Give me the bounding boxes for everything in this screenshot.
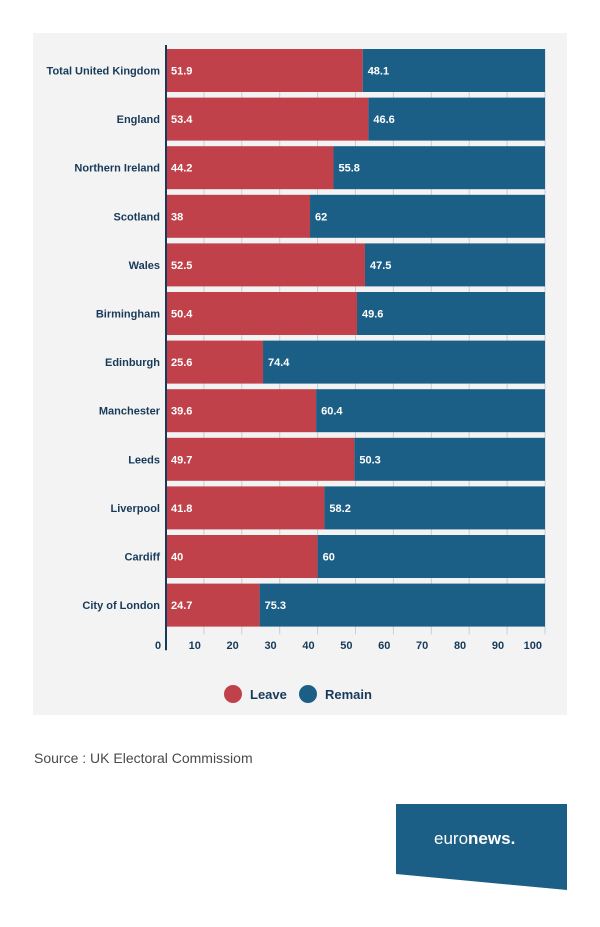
x-tick-label: 100 bbox=[524, 640, 542, 652]
data-label-leave: 38 bbox=[171, 211, 183, 223]
data-label-leave: 40 bbox=[171, 552, 183, 564]
data-label-remain: 49.6 bbox=[362, 309, 383, 321]
data-label-remain: 74.4 bbox=[268, 357, 290, 369]
x-tick-label: 60 bbox=[378, 640, 390, 652]
data-label-leave: 53.4 bbox=[171, 114, 193, 126]
bar-leave bbox=[166, 486, 325, 530]
bar-leave bbox=[166, 583, 260, 627]
data-label-leave: 49.7 bbox=[171, 454, 192, 466]
bar-remain bbox=[368, 97, 545, 141]
data-label-remain: 75.3 bbox=[265, 600, 286, 612]
bar-leave bbox=[166, 49, 363, 92]
data-label-remain: 48.1 bbox=[368, 66, 389, 78]
x-tick-label: 90 bbox=[492, 640, 504, 652]
category-label: Northern Ireland bbox=[74, 163, 160, 175]
logo-background bbox=[396, 804, 567, 890]
category-label: Total United Kingdom bbox=[47, 66, 161, 78]
category-label: City of London bbox=[82, 600, 160, 612]
data-label-leave: 50.4 bbox=[171, 309, 193, 321]
x-tick-label: 40 bbox=[302, 640, 314, 652]
bar-remain bbox=[354, 437, 545, 481]
bar-remain bbox=[324, 486, 545, 530]
legend-swatch-leave bbox=[224, 685, 242, 703]
category-label: Cardiff bbox=[125, 552, 161, 564]
data-label-remain: 60.4 bbox=[321, 406, 343, 418]
logo-text-euro: euro bbox=[434, 829, 468, 848]
data-label-remain: 55.8 bbox=[339, 163, 360, 175]
svg-text:euronews.: euronews. bbox=[434, 829, 515, 848]
data-label-remain: 60 bbox=[323, 552, 335, 564]
bar-leave bbox=[166, 535, 318, 578]
stacked-bar-chart: Total United Kingdom 51.9 48.1 England 53.4 4… bbox=[47, 45, 546, 703]
chart-panel: Total United Kingdom 51.9 48.1 England 53.4 4… bbox=[33, 33, 567, 715]
data-label-leave: 52.5 bbox=[171, 260, 192, 272]
category-label: Leeds bbox=[128, 454, 160, 466]
data-label-leave: 44.2 bbox=[171, 163, 192, 175]
bar-remain bbox=[333, 146, 545, 190]
bar-leave bbox=[166, 389, 317, 433]
data-label-remain: 47.5 bbox=[370, 260, 391, 272]
category-label: Wales bbox=[129, 260, 160, 272]
bar-leave bbox=[166, 194, 311, 238]
data-label-leave: 25.6 bbox=[171, 357, 192, 369]
bar-leave bbox=[166, 97, 369, 141]
bar-leave bbox=[166, 146, 334, 190]
bar-remain bbox=[357, 292, 545, 335]
bar-leave bbox=[166, 243, 365, 287]
legend-label-leave: Leave bbox=[250, 687, 287, 702]
data-label-leave: 41.8 bbox=[171, 503, 192, 515]
bar-remain bbox=[316, 389, 545, 433]
category-label: Edinburgh bbox=[105, 357, 160, 369]
data-label-remain: 58.2 bbox=[329, 503, 350, 515]
x-tick-label: 20 bbox=[227, 640, 239, 652]
x-tick-label: 10 bbox=[189, 640, 201, 652]
bar-remain bbox=[362, 49, 545, 92]
legend-label-remain: Remain bbox=[325, 687, 372, 702]
x-tick-label: 30 bbox=[264, 640, 276, 652]
logo-dot: . bbox=[511, 829, 516, 848]
bar-remain bbox=[310, 194, 545, 238]
x-tick-label: 50 bbox=[340, 640, 352, 652]
bar-remain bbox=[259, 583, 545, 627]
bar-remain bbox=[263, 340, 545, 384]
category-label: Liverpool bbox=[110, 503, 160, 515]
data-label-remain: 50.3 bbox=[359, 454, 380, 466]
category-label: England bbox=[117, 114, 160, 126]
data-label-remain: 46.6 bbox=[373, 114, 394, 126]
category-label: Birmingham bbox=[96, 309, 160, 321]
x-tick-label: 80 bbox=[454, 640, 466, 652]
bar-leave bbox=[166, 340, 264, 384]
euronews-logo: euronews. bbox=[396, 804, 567, 890]
x-tick-label: 70 bbox=[416, 640, 428, 652]
bar-leave bbox=[166, 292, 358, 335]
category-label: Manchester bbox=[99, 406, 161, 418]
data-label-remain: 62 bbox=[315, 211, 327, 223]
bar-leave bbox=[166, 437, 355, 481]
data-label-leave: 51.9 bbox=[171, 66, 192, 78]
category-label: Scotland bbox=[114, 211, 160, 223]
data-label-leave: 39.6 bbox=[171, 406, 192, 418]
logo-text-news: news bbox=[468, 829, 511, 848]
source-caption: Source : UK Electoral Commissiom bbox=[34, 750, 253, 766]
x-tick-label: 0 bbox=[155, 640, 161, 652]
bar-remain bbox=[317, 535, 545, 578]
data-label-leave: 24.7 bbox=[171, 600, 192, 612]
bar-remain bbox=[364, 243, 545, 287]
legend-swatch-remain bbox=[299, 685, 317, 703]
